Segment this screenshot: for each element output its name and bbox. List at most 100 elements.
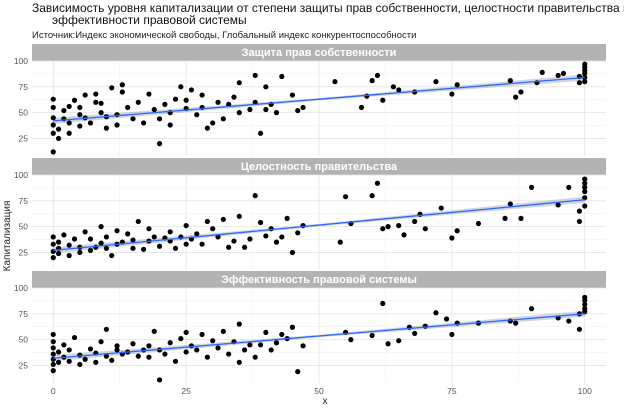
data-point <box>109 357 115 363</box>
data-point <box>449 91 455 97</box>
data-point <box>66 242 72 248</box>
data-point <box>582 79 588 85</box>
data-point <box>380 97 386 103</box>
data-point <box>273 110 280 116</box>
data-point <box>50 234 56 240</box>
data-point <box>210 338 216 344</box>
data-point <box>156 377 163 383</box>
data-point <box>215 234 221 240</box>
data-point <box>114 228 120 234</box>
data-point <box>50 96 56 102</box>
data-point <box>103 326 110 332</box>
data-point <box>528 306 535 312</box>
data-point <box>507 201 513 207</box>
data-point <box>55 135 62 142</box>
data-point <box>231 238 237 244</box>
facet-strip <box>32 271 606 288</box>
data-point <box>220 328 226 334</box>
data-point <box>385 224 391 230</box>
data-point <box>215 99 221 105</box>
data-point <box>82 92 88 98</box>
data-point <box>77 104 83 111</box>
data-point <box>252 193 258 199</box>
data-point <box>443 316 450 322</box>
data-point <box>130 237 136 243</box>
data-point <box>135 218 141 225</box>
data-point <box>396 87 402 93</box>
data-point <box>385 341 391 347</box>
data-point <box>151 234 157 240</box>
data-point <box>555 202 561 208</box>
data-point <box>71 334 78 341</box>
data-point <box>226 101 232 107</box>
facet-panel: Защита прав собственности 25 50 75 100 <box>14 44 606 156</box>
data-point <box>204 125 210 131</box>
data-point <box>114 122 120 128</box>
data-point <box>454 82 460 88</box>
data-point <box>518 89 524 95</box>
data-point <box>582 203 588 209</box>
x-tick-label: 75 <box>447 386 457 396</box>
y-tick-label: 50 <box>19 335 29 345</box>
data-point <box>422 323 428 329</box>
data-point <box>263 329 269 336</box>
data-point <box>358 104 365 111</box>
data-point <box>236 359 242 365</box>
data-point <box>252 72 258 79</box>
data-point <box>98 224 104 230</box>
data-point <box>98 339 104 345</box>
y-tick-label: 25 <box>19 247 29 257</box>
data-point <box>93 99 99 105</box>
data-point <box>146 226 152 232</box>
data-point <box>300 343 306 349</box>
data-point <box>61 342 67 348</box>
data-point <box>582 180 588 186</box>
data-point <box>77 352 83 358</box>
data-point <box>263 233 269 239</box>
chart-subtitle: Источник:Индекс экономической свободы, Г… <box>32 30 416 41</box>
data-point <box>162 351 168 357</box>
data-point <box>167 340 173 346</box>
data-point <box>284 215 290 221</box>
data-point <box>103 353 110 359</box>
data-point <box>178 84 184 90</box>
data-point <box>337 239 343 245</box>
data-point <box>528 184 535 190</box>
data-point <box>66 347 72 353</box>
data-point <box>151 106 157 113</box>
data-point <box>220 216 226 223</box>
data-point <box>220 116 226 122</box>
data-point <box>82 229 88 235</box>
y-tick-label: 75 <box>19 196 29 206</box>
facet-panel: Целостность правительства 25 50 75 100 <box>14 158 606 270</box>
data-point <box>167 122 173 128</box>
data-point <box>348 337 354 343</box>
data-point <box>263 106 269 113</box>
data-point <box>422 226 428 232</box>
data-point <box>401 232 407 238</box>
data-point <box>539 69 545 75</box>
data-point <box>582 188 588 195</box>
data-point <box>87 236 94 242</box>
data-point <box>390 84 397 90</box>
data-point <box>241 244 248 250</box>
facet-strip-label: Целостность правительства <box>241 161 398 173</box>
data-point <box>125 104 131 111</box>
data-point <box>369 193 375 199</box>
data-point <box>167 229 173 235</box>
data-point <box>66 103 72 110</box>
data-point <box>199 92 205 98</box>
data-point <box>188 87 195 93</box>
data-point <box>130 116 136 122</box>
data-point <box>77 249 83 256</box>
facet-strip <box>32 44 606 61</box>
data-point <box>87 120 94 126</box>
data-point <box>252 99 258 105</box>
data-point <box>247 106 253 113</box>
data-point <box>66 252 72 259</box>
y-tick-label: 50 <box>19 108 29 118</box>
data-point <box>50 255 56 261</box>
data-point <box>475 220 482 227</box>
data-point <box>433 310 439 316</box>
data-point <box>279 73 285 80</box>
